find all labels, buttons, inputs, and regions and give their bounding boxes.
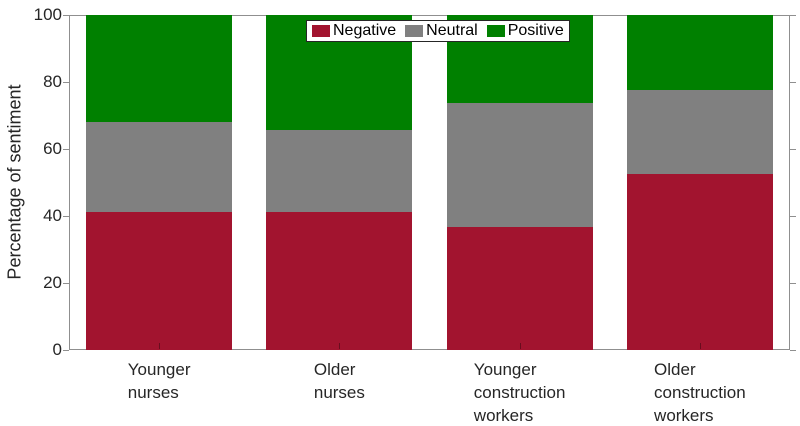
y-tick-mark-left bbox=[63, 215, 69, 217]
bar-segment-negative bbox=[86, 211, 233, 350]
y-tick-mark-left bbox=[63, 282, 69, 284]
x-tick-label: Older construction workers bbox=[654, 358, 746, 426]
y-tick-mark-left bbox=[63, 81, 69, 83]
legend-swatch-neutral bbox=[405, 25, 424, 37]
x-tick-mark bbox=[519, 343, 521, 349]
x-tick-label: Younger nurses bbox=[128, 358, 191, 404]
bar-segment-neutral bbox=[86, 121, 233, 212]
legend-label: Negative bbox=[333, 22, 397, 39]
legend-swatch-positive bbox=[486, 25, 505, 37]
legend-item-negative: Negative bbox=[312, 21, 405, 41]
legend-swatch-negative bbox=[312, 25, 330, 37]
bar-segment-positive bbox=[86, 15, 233, 122]
bar-segment-neutral bbox=[266, 129, 413, 212]
y-tick-label: 60 bbox=[43, 139, 62, 158]
x-tick-mark bbox=[339, 343, 341, 349]
legend-label: Positive bbox=[507, 22, 564, 39]
bar-segment-positive bbox=[626, 15, 773, 91]
bar-segment-negative bbox=[626, 173, 773, 350]
bar-segment-negative bbox=[446, 227, 593, 350]
legend-item-neutral: Neutral bbox=[405, 21, 487, 41]
x-tick-label-text: Younger nurses bbox=[127, 360, 191, 402]
legend-item-positive: Positive bbox=[486, 21, 564, 41]
y-tick-mark-left bbox=[63, 349, 69, 351]
y-tick-label: 40 bbox=[43, 206, 62, 225]
x-tick-label-text: Older construction workers bbox=[654, 360, 746, 425]
y-tick-mark-right bbox=[790, 148, 796, 150]
y-tick-mark-right bbox=[790, 282, 796, 284]
x-tick-mark bbox=[699, 343, 701, 349]
x-tick-label-text: Younger construction workers bbox=[473, 360, 566, 425]
y-tick-label: 20 bbox=[43, 273, 62, 292]
y-tick-mark-right bbox=[790, 14, 796, 16]
y-tick-label: 0 bbox=[52, 340, 62, 359]
y-tick-label: 80 bbox=[43, 72, 62, 91]
x-tick-label: Older nurses bbox=[314, 358, 365, 404]
y-tick-mark-right bbox=[790, 81, 796, 83]
x-tick-mark bbox=[159, 343, 161, 349]
y-axis-label: Percentage of sentiment bbox=[4, 84, 25, 280]
y-tick-mark-right bbox=[790, 215, 796, 217]
legend-label: Neutral bbox=[426, 22, 478, 39]
x-tick-label-text: Older nurses bbox=[313, 360, 365, 402]
bar-segment-neutral bbox=[446, 102, 593, 228]
y-tick-label: 100 bbox=[33, 5, 62, 24]
y-tick-mark-right bbox=[790, 349, 796, 351]
bar-segment-negative bbox=[266, 211, 413, 350]
legend: Negative Neutral Positive bbox=[306, 20, 570, 42]
y-tick-mark-left bbox=[63, 14, 69, 16]
x-tick-label: Younger construction workers bbox=[474, 358, 566, 426]
y-tick-mark-left bbox=[63, 148, 69, 150]
bar-segment-neutral bbox=[626, 90, 773, 174]
